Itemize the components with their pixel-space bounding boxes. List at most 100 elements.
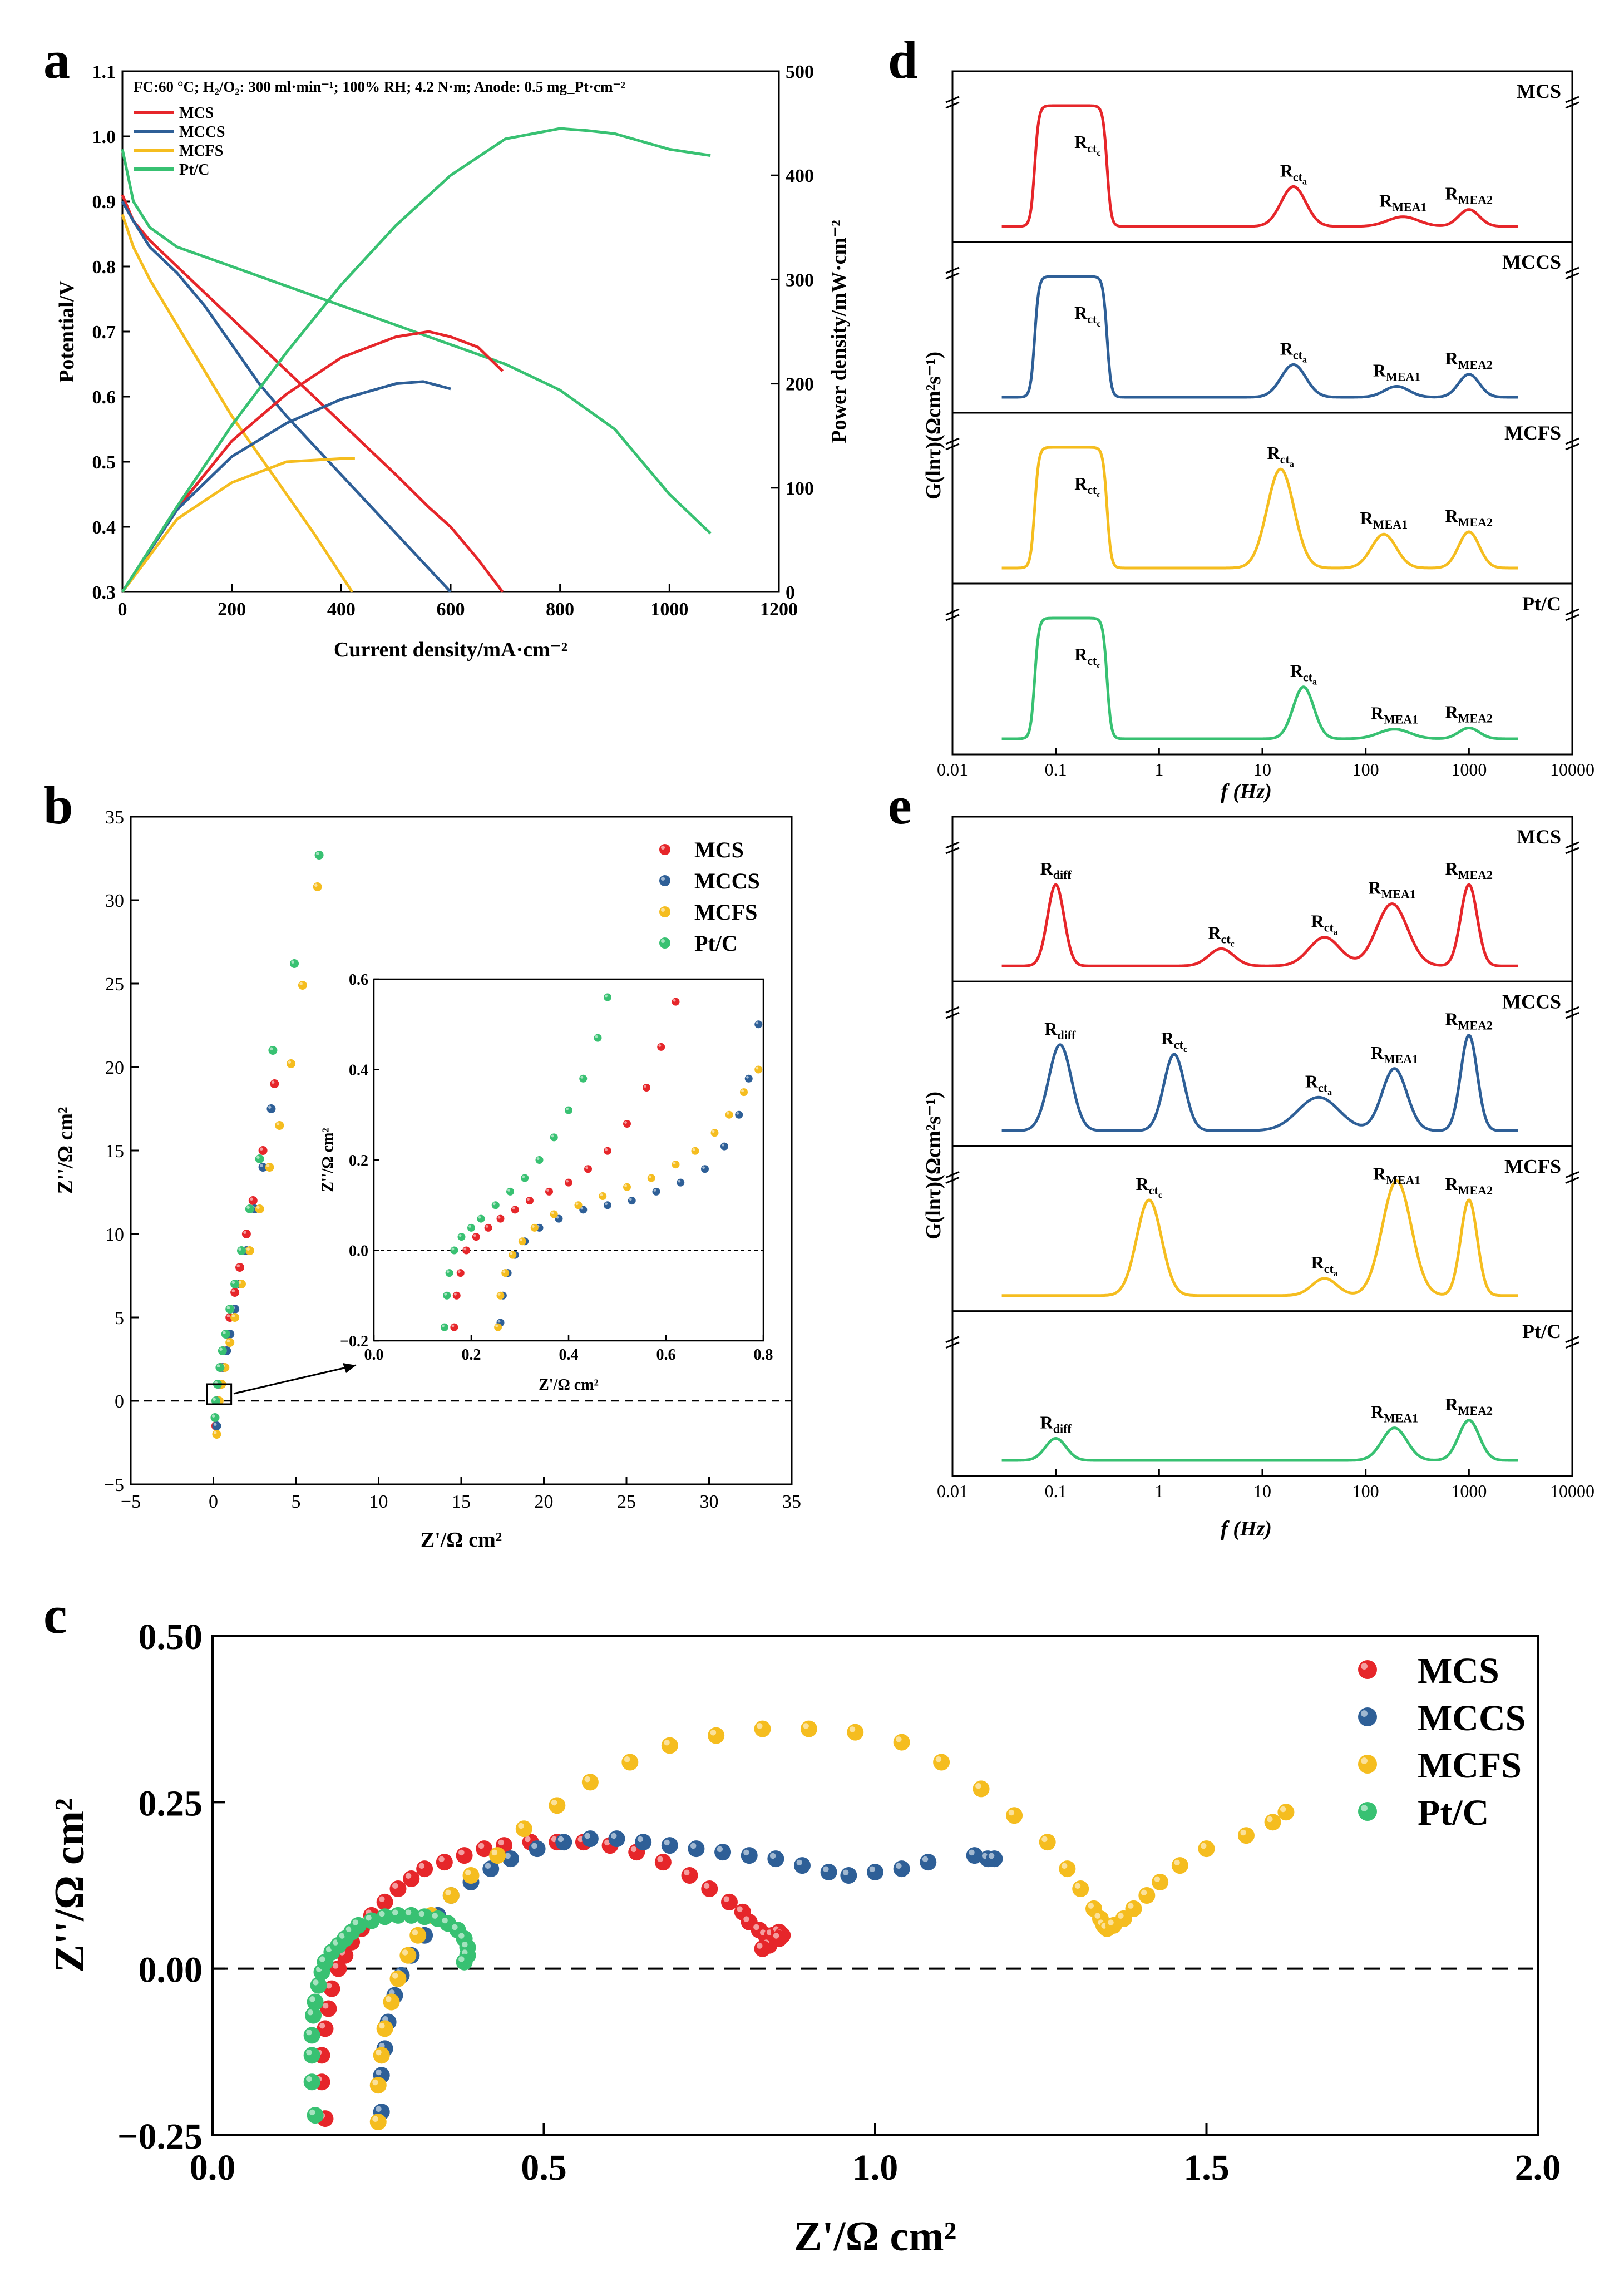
chart-b-inset-point-mcfs-7-body: [574, 1201, 583, 1209]
chart-b-inset-point-mccs-16-highlight: [756, 1021, 759, 1025]
chart-c-point-pt-c-2-highlight: [306, 2049, 312, 2056]
chart-c-point-mcs-37: [754, 1940, 771, 1957]
chart-c-point-mcs-6-highlight: [332, 1963, 339, 1969]
chart-c-point-pt-c-22-highlight: [458, 1933, 465, 1939]
chart-c-point-pt-c-14-highlight: [366, 1914, 372, 1921]
chart-b-point-mcs-11: [258, 1146, 268, 1155]
chart-b-point-pt-c-11-highlight: [269, 1047, 273, 1050]
chart-c-legend-label-pt-c: Pt/C: [1418, 1793, 1489, 1833]
chart-b-inset-point-pt-c-11: [550, 1133, 558, 1142]
chart-c-point-mcfs-26-body: [1059, 1860, 1076, 1878]
chart-b-point-pt-c-5: [221, 1330, 230, 1339]
chart-d-xtick-label-0: 0.01: [937, 759, 968, 779]
chart-d-peak-label-mccs-0: Rctc: [1074, 303, 1100, 329]
chart-b-inset-point-mcs-5-highlight: [485, 1224, 488, 1228]
chart-e-axis-break-mcfs-0a: [945, 1171, 960, 1178]
chart-c-point-mcfs-25-body: [1039, 1834, 1056, 1851]
chart-b-inset-point-mcfs-8-highlight: [600, 1193, 603, 1196]
chart-b-inset-point-mccs-10: [652, 1187, 660, 1196]
chart-b-zoom-box: [206, 1383, 233, 1405]
chart-a-yltick-label-2: 0.5: [92, 452, 116, 473]
chart-c-point-mcs-17: [476, 1840, 493, 1858]
chart-c-point-mcfs-37-body: [1171, 1857, 1188, 1874]
chart-b-inset-xtick-label-1: 0.2: [462, 1346, 481, 1364]
chart-b-inset-point-mcfs-12: [691, 1147, 699, 1155]
chart-b-point-mccs-11: [266, 1104, 276, 1113]
chart-b-point-pt-c-1-highlight: [213, 1398, 216, 1401]
chart-c-point-pt-c-5-highlight: [309, 1996, 315, 2002]
chart-b-inset-point-mcfs-5: [530, 1223, 539, 1232]
chart-c-legend-marker-mccs: [1358, 1707, 1377, 1726]
chart-c-xtick-label-0: 0.0: [190, 2147, 236, 2188]
chart-e-peak-label-mcfs-2: RMEA1: [1373, 1164, 1420, 1187]
chart-c-point-pt-c-1-body: [303, 2073, 320, 2091]
chart-b-point-mcfs-13-highlight: [314, 883, 318, 887]
chart-a-polarization-mcfs: [121, 214, 354, 593]
chart-b-point-mccs-0-body: [212, 1421, 221, 1430]
chart-c-point-mcfs-21-highlight: [896, 1736, 902, 1742]
chart-b-inset-point-mcfs-0-highlight: [495, 1324, 498, 1327]
chart-b-inset-ylabel: Z''/Ω cm²: [319, 1128, 337, 1192]
chart-a-yltick-label-8: 1.1: [92, 62, 116, 82]
chart-b-point-pt-c-12-highlight: [291, 960, 295, 964]
chart-d-subplot-title-mcs: MCS: [1517, 80, 1561, 102]
chart-c-point-pt-c-3-highlight: [306, 2029, 312, 2036]
chart-c-point-pt-c-21-highlight: [452, 1924, 458, 1930]
chart-c-point-mccs-27: [893, 1860, 910, 1878]
chart-b-ytick-label-8: 35: [105, 807, 124, 828]
chart-b-point-mcs-10-highlight: [250, 1197, 253, 1201]
chart-c-point-mcfs-36-highlight: [1154, 1876, 1161, 1883]
chart-c-point-mcfs-25: [1039, 1834, 1056, 1851]
chart-b-point-mcfs-13: [313, 882, 322, 891]
chart-b-point-mcfs-11-body: [287, 1059, 296, 1068]
chart-c-point-mcfs-9: [442, 1887, 460, 1904]
chart-c-point-pt-c-2: [303, 2047, 320, 2064]
chart-a-ylabel-right: Power density/mW·cm⁻²: [827, 220, 851, 443]
chart-c-point-mcs-13: [403, 1870, 420, 1888]
chart-c-point-pt-c-25-body: [456, 1953, 473, 1971]
chart-b-ytick-label-5: 20: [105, 1058, 124, 1078]
chart-c-point-pt-c-12-highlight: [345, 1926, 352, 1932]
chart-b-inset-point-pt-c-9-body: [521, 1174, 529, 1182]
chart-d-axis-break-mcfs-1a: [1565, 437, 1579, 445]
chart-c-point-mcs-37-body: [754, 1940, 771, 1957]
chart-d-peak-label-mcfs-2: RMEA1: [1360, 508, 1408, 531]
panel-label-c: c: [43, 1585, 67, 1645]
chart-b-point-mcs-6-highlight: [226, 1314, 230, 1317]
chart-b-inset-point-mcs-9: [545, 1187, 553, 1196]
chart-a-legend-label-pt-c: Pt/C: [179, 161, 209, 179]
chart-c-point-mccs-14-highlight: [557, 1836, 564, 1843]
chart-e-peak-label-mccs-1: Rctc: [1161, 1028, 1187, 1054]
chart-c-point-mcfs-20-body: [847, 1724, 864, 1741]
chart-b-point-pt-c-0: [210, 1413, 220, 1422]
chart-b-inset-point-mcfs-12-body: [691, 1147, 699, 1155]
chart-c-point-mcfs-34-highlight: [1127, 1903, 1134, 1909]
chart-d-peak-label-mccs-3: RMEA2: [1445, 348, 1493, 372]
chart-d-subplot-pt-c: Pt/C Rctc Rcta RMEA1 RMEA2: [945, 582, 1579, 756]
chart-c-point-pt-c-10-highlight: [332, 1939, 339, 1946]
chart-c-point-mccs-17-body: [635, 1834, 652, 1851]
chart-b-legend-label-mcfs: MCFS: [694, 900, 757, 925]
chart-d-axis-break-mccs-1a: [1565, 266, 1579, 274]
chart-b-inset-point-pt-c-10-body: [535, 1156, 544, 1164]
chart-b-inset-point-mcs-9-body: [545, 1187, 553, 1196]
chart-b-inset-ytick-label-3: 0.4: [349, 1062, 368, 1079]
panel-label-d: d: [888, 30, 917, 90]
chart-c-point-pt-c-20-highlight: [442, 1917, 448, 1924]
chart-b-point-pt-c-8-body: [236, 1246, 246, 1255]
chart-b-legend-marker-mcfs: [659, 906, 670, 917]
chart-c-point-mcfs-12-highlight: [518, 1823, 524, 1829]
chart-b-inset-point-mcs-16-body: [672, 998, 680, 1006]
chart-c-point-mcs-13-body: [403, 1870, 420, 1888]
chart-c-point-mccs-16-highlight: [611, 1833, 617, 1839]
chart-b-point-pt-c-9-highlight: [246, 1206, 250, 1209]
chart-b-inset-point-pt-c-15-highlight: [605, 994, 608, 998]
chart-c-point-mcfs-15: [621, 1754, 639, 1771]
chart-e-xtick-label-0: 0.01: [937, 1481, 968, 1501]
chart-b-point-pt-c-11: [268, 1046, 278, 1055]
chart-c-point-mccs-13-highlight: [531, 1843, 537, 1849]
chart-c-point-pt-c-25-highlight: [458, 1956, 465, 1962]
chart-d-peak-label-pt-c-2: RMEA1: [1371, 703, 1418, 727]
chart-a-yltick-label-0: 0.3: [92, 582, 116, 603]
chart-c-ylabel: Z''/Ω cm²: [46, 1798, 93, 1973]
